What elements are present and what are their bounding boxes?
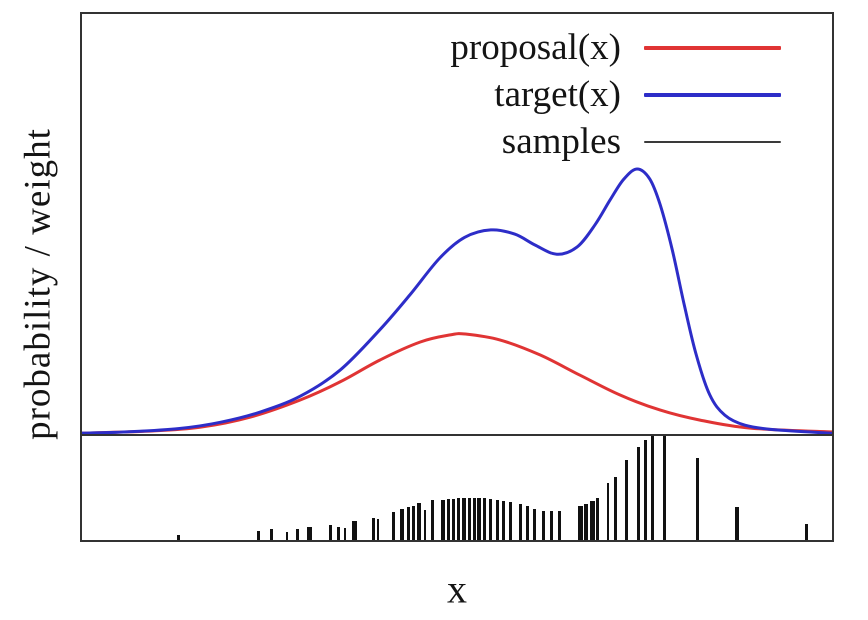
sample-bar	[488, 499, 492, 540]
sample-bar	[306, 527, 312, 540]
sample-bar	[462, 498, 466, 540]
density-curves-panel	[82, 167, 832, 434]
legend-item-proposal: proposal(x)	[450, 24, 781, 71]
sample-bar	[804, 524, 808, 540]
sample-bar	[650, 436, 654, 540]
sample-bar	[595, 498, 599, 540]
sample-bar	[467, 498, 471, 540]
sample-bar	[735, 507, 739, 540]
sample-bar	[589, 501, 595, 540]
panel-divider	[82, 434, 832, 436]
sample-bar	[430, 500, 434, 540]
sample-bar	[532, 509, 536, 540]
sample-bar	[549, 511, 553, 540]
sample-bar	[662, 436, 666, 540]
sample-bar	[286, 532, 288, 540]
sample-bar	[508, 502, 512, 540]
sample-bar	[391, 512, 395, 540]
legend: proposal(x) target(x) samples	[450, 24, 781, 165]
sample-bar	[584, 504, 588, 540]
legend-line-swatch-proposal	[644, 45, 781, 50]
sample-bar	[417, 503, 421, 540]
sample-bar	[607, 483, 609, 540]
sample-bar	[636, 447, 640, 540]
sample-bar	[411, 506, 415, 540]
sample-bar	[482, 498, 486, 540]
sample-bar	[351, 521, 357, 540]
sample-bar	[643, 440, 647, 540]
legend-label-target: target(x)	[494, 74, 621, 115]
sample-bar	[613, 477, 617, 540]
sample-bar	[256, 531, 260, 540]
legend-item-samples: samples	[450, 118, 781, 165]
sample-bar	[441, 500, 445, 540]
sample-bar	[406, 507, 410, 540]
legend-line-swatch-target	[644, 92, 781, 97]
samples-rug-panel	[82, 436, 832, 540]
sample-bar	[269, 529, 273, 540]
sample-bar	[424, 510, 426, 540]
legend-line-swatch-samples	[644, 140, 781, 143]
legend-item-target: target(x)	[450, 71, 781, 118]
sample-bar	[541, 511, 545, 540]
y-axis-label: probability / weight	[17, 128, 59, 440]
sample-bar	[344, 528, 346, 540]
legend-label-proposal: proposal(x)	[450, 27, 621, 68]
x-axis-label: x	[447, 566, 467, 612]
sample-bar	[477, 498, 481, 540]
sample-bar	[377, 519, 379, 540]
sample-bar	[400, 509, 404, 540]
sample-bar	[451, 499, 455, 540]
legend-label-samples: samples	[501, 121, 621, 162]
sample-bar	[446, 499, 450, 540]
sample-bar	[525, 506, 529, 540]
sample-bar	[336, 527, 340, 540]
sample-bar	[328, 525, 332, 540]
sample-bar	[495, 500, 499, 540]
target-curve	[82, 167, 832, 434]
sample-bar	[695, 458, 699, 540]
sample-bar	[371, 518, 375, 540]
sample-bar	[557, 511, 561, 540]
sample-bar	[456, 498, 460, 540]
proposal-curve	[82, 332, 832, 434]
sample-bar	[624, 460, 628, 540]
sample-bar	[472, 498, 476, 540]
sample-bar	[176, 535, 180, 540]
sample-bar	[577, 506, 583, 540]
sample-bar	[518, 504, 522, 540]
sample-bar	[295, 529, 299, 540]
plot-area: proposal(x) target(x) samples	[80, 12, 834, 542]
sample-bar	[501, 501, 505, 540]
